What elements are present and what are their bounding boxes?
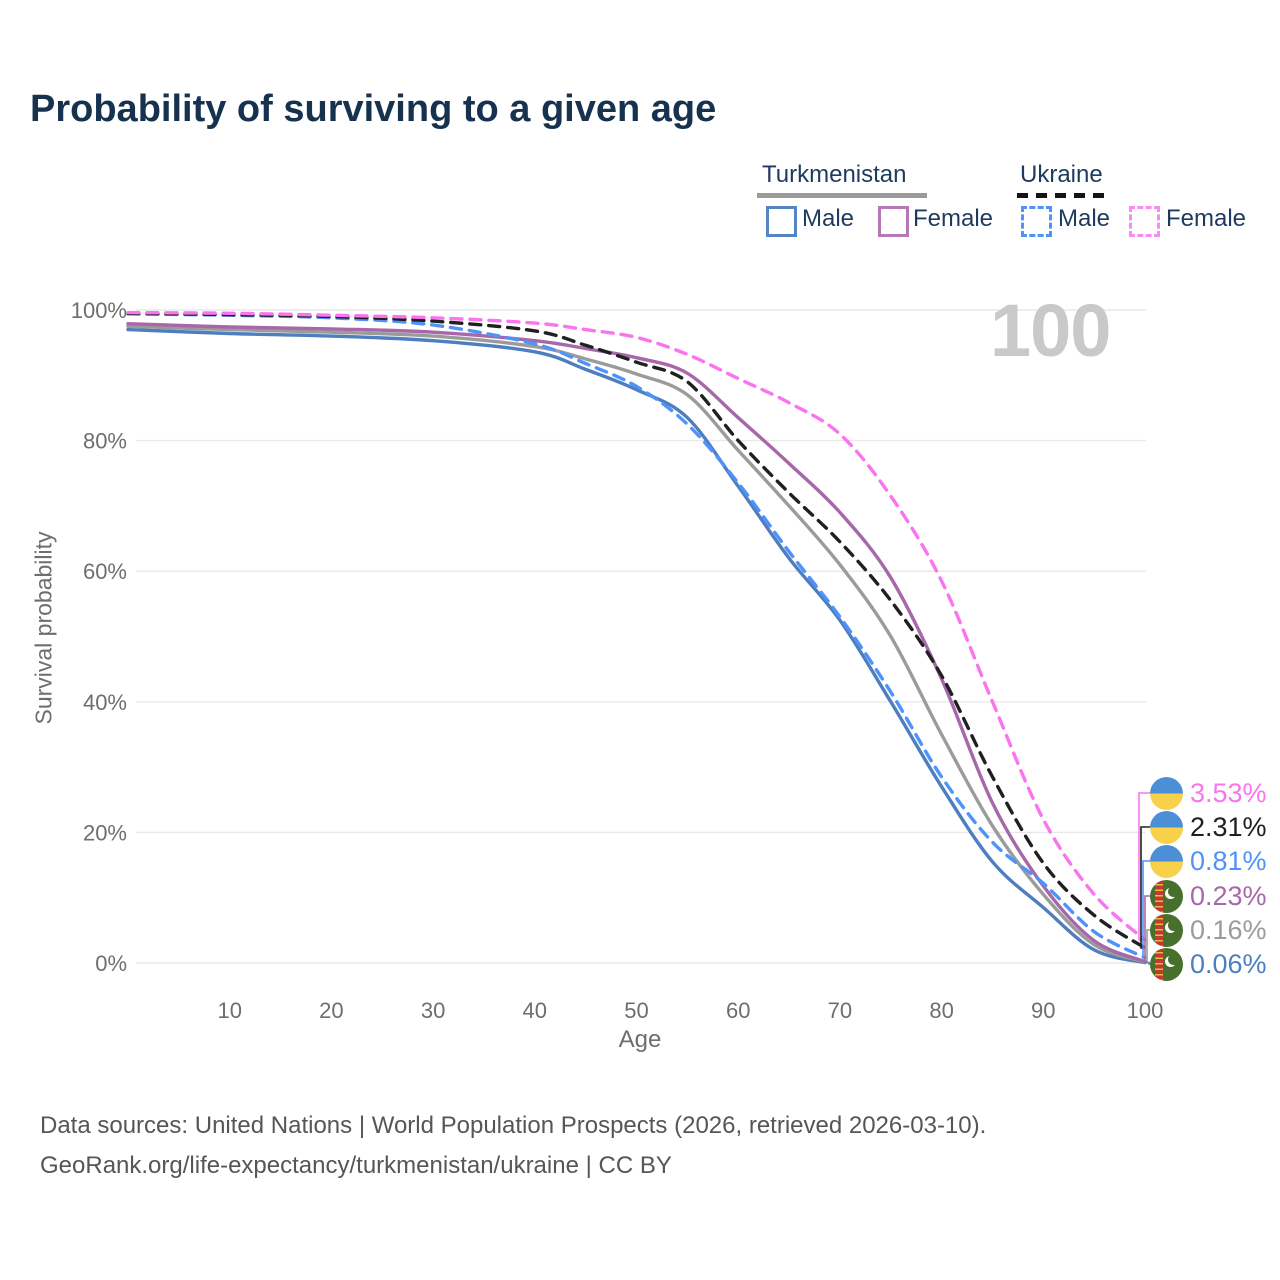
x-tick-label: 20 bbox=[319, 998, 343, 1023]
turkmenistan-female-swatch-icon bbox=[878, 206, 909, 237]
footer: Data sources: United Nations | World Pop… bbox=[40, 1106, 986, 1186]
end-label-turkmenistan-male: 0.06% bbox=[1150, 947, 1267, 981]
leader-line-turkmenistan-female bbox=[1144, 895, 1151, 962]
x-tick-label: 70 bbox=[828, 998, 852, 1023]
end-label-ukraine-female: 3.53% bbox=[1150, 776, 1267, 810]
page-title: Probability of surviving to a given age bbox=[30, 88, 717, 130]
x-axis-title: Age bbox=[618, 1026, 662, 1053]
y-tick-label: 40% bbox=[83, 690, 127, 715]
end-value-turkmenistan-total: 0.16% bbox=[1190, 915, 1267, 945]
y-tick-label: 80% bbox=[83, 429, 127, 454]
curve-turkmenistan-total bbox=[126, 324, 1147, 964]
turkmenistan-flag-icon bbox=[1150, 913, 1183, 947]
ukraine-female-swatch-icon bbox=[1129, 206, 1160, 237]
end-label-ukraine-male: 0.81% bbox=[1150, 844, 1267, 878]
curve-turkmenistan-female bbox=[126, 322, 1147, 964]
y-tick-label: 100% bbox=[71, 298, 127, 323]
x-tick-label: 60 bbox=[726, 998, 750, 1023]
end-value-ukraine-female: 3.53% bbox=[1190, 778, 1267, 808]
age-watermark: 100 bbox=[990, 289, 1111, 372]
end-value-turkmenistan-female: 0.23% bbox=[1190, 881, 1267, 911]
end-value-ukraine-male: 0.81% bbox=[1190, 846, 1267, 876]
ukraine-flag-icon bbox=[1150, 844, 1183, 878]
leader-line-ukraine-male bbox=[1142, 860, 1151, 959]
end-label-turkmenistan-total: 0.16% bbox=[1150, 913, 1267, 947]
legend-country-turkmenistan: Turkmenistan bbox=[762, 161, 907, 188]
x-tick-label: 90 bbox=[1031, 998, 1055, 1023]
curve-ukraine-total bbox=[126, 311, 1147, 950]
x-tick-label: 10 bbox=[217, 998, 241, 1023]
legend-label-ukraine-female: Female bbox=[1166, 205, 1247, 232]
ukraine-flag-icon bbox=[1150, 810, 1183, 844]
x-tick-label: 30 bbox=[421, 998, 445, 1023]
curve-turkmenistan-male bbox=[126, 327, 1147, 965]
turkmenistan-male-swatch-icon bbox=[766, 206, 797, 237]
footer-data-sources: Data sources: United Nations | World Pop… bbox=[40, 1112, 987, 1139]
y-tick-label: 60% bbox=[83, 559, 127, 584]
y-tick-label: 20% bbox=[83, 820, 127, 845]
y-axis-title: Survival probability bbox=[30, 531, 57, 725]
turkmenistan-line-swatch bbox=[757, 193, 927, 198]
x-tick-label: 50 bbox=[624, 998, 648, 1023]
legend-label-turkmenistan-female: Female bbox=[913, 205, 994, 232]
curve-ukraine-male bbox=[126, 312, 1147, 960]
x-tick-label: 80 bbox=[929, 998, 953, 1023]
leader-line-ukraine-female bbox=[1138, 792, 1151, 941]
curve-ukraine-female bbox=[126, 310, 1147, 942]
legend-country-ukraine: Ukraine bbox=[1020, 161, 1103, 188]
y-tick-label: 0% bbox=[95, 951, 127, 976]
end-label-turkmenistan-female: 0.23% bbox=[1150, 879, 1267, 913]
end-label-ukraine-total: 2.31% bbox=[1150, 810, 1267, 844]
ukraine-line-swatch bbox=[1017, 193, 1110, 198]
footer-attribution: GeoRank.org/life-expectancy/turkmenistan… bbox=[40, 1152, 672, 1179]
legend-label-ukraine-male: Male bbox=[1058, 205, 1111, 232]
x-tick-label: 100 bbox=[1127, 998, 1164, 1023]
ukraine-flag-icon bbox=[1150, 776, 1183, 810]
turkmenistan-flag-icon bbox=[1150, 879, 1183, 913]
ukraine-male-swatch-icon bbox=[1021, 206, 1052, 237]
end-value-turkmenistan-male: 0.06% bbox=[1190, 949, 1267, 979]
x-tick-label: 40 bbox=[523, 998, 547, 1023]
end-value-ukraine-total: 2.31% bbox=[1190, 812, 1267, 842]
legend-label-turkmenistan-male: Male bbox=[802, 205, 855, 232]
turkmenistan-flag-icon bbox=[1150, 947, 1183, 981]
